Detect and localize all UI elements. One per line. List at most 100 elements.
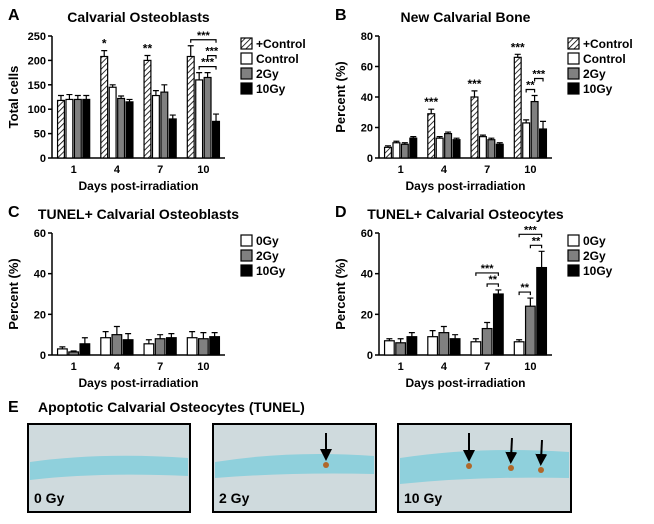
error-bar [81, 337, 88, 344]
y-tick-label: 60 [361, 62, 373, 74]
x-tick-label: 7 [484, 164, 490, 176]
bar [68, 351, 80, 356]
x-tick-label: 1 [398, 164, 404, 176]
micrograph: 10 Gy [397, 423, 572, 513]
x-tick-label: 1 [71, 164, 77, 176]
error-bar [57, 94, 64, 101]
legend-label: 10Gy [256, 264, 286, 278]
error-bar [102, 331, 109, 338]
bar [383, 146, 392, 159]
legend-swatch [567, 249, 580, 262]
bar [203, 76, 212, 159]
y-tick-label: 20 [34, 309, 46, 321]
y-tick-label: 40 [361, 92, 373, 104]
panel-e: E Apoptotic Calvarial Osteocytes (TUNEL)… [8, 399, 572, 513]
bar [444, 133, 453, 159]
bar [154, 338, 166, 356]
legend-swatch [240, 67, 253, 80]
y-tick-label: 20 [361, 123, 373, 135]
error-bar [157, 334, 164, 339]
significance: *** [424, 95, 438, 109]
x-tick-label: 7 [157, 361, 163, 373]
bar [487, 139, 496, 159]
significance: ** [532, 235, 541, 247]
legend-swatch [567, 82, 580, 95]
error-bar [527, 297, 534, 307]
x-tick-label: 10 [524, 164, 536, 176]
x-tick-label: 10 [197, 361, 209, 373]
bar [100, 55, 109, 159]
error-bar [386, 338, 393, 341]
bar [435, 137, 444, 159]
image-label: 10 Gy [404, 490, 442, 506]
sig-bracket [190, 39, 217, 43]
error-bar [168, 333, 175, 338]
legend-swatch [240, 52, 253, 65]
y-tick-label: 50 [34, 129, 46, 141]
y-tick-label: 150 [28, 80, 46, 92]
error-bar [452, 334, 459, 339]
chart-title: Calvarial Osteoblasts [67, 9, 210, 25]
sig-bracket [518, 233, 543, 238]
legend-label: +Control [583, 37, 633, 51]
panel-letter: E [8, 399, 19, 416]
error-bar [445, 131, 452, 134]
legend-swatch [240, 249, 253, 262]
legend-swatch [240, 82, 253, 95]
x-tick-label: 7 [484, 361, 490, 373]
chart-title: TUNEL+ Calvarial Osteoblasts [38, 206, 239, 222]
y-tick-label: 250 [28, 31, 46, 43]
error-bar [125, 333, 132, 340]
error-bar [514, 53, 521, 58]
legend-swatch [567, 234, 580, 247]
x-tick-label: 4 [114, 361, 121, 373]
bar [395, 342, 407, 356]
x-axis-title: Days post-irradiation [405, 179, 525, 193]
y-tick-label: 100 [28, 104, 46, 116]
error-bar [453, 137, 460, 140]
bar [427, 113, 436, 159]
bar [111, 334, 123, 356]
error-bar [109, 84, 116, 88]
error-bar [516, 339, 523, 342]
bar [539, 128, 548, 159]
legend-label: 0Gy [256, 234, 279, 248]
bar [406, 336, 418, 356]
panel-letter: D [335, 204, 347, 221]
legend-label: 10Gy [583, 82, 613, 96]
bar [143, 343, 155, 356]
significance: * [102, 37, 107, 51]
error-bar [118, 95, 125, 99]
bar [495, 143, 504, 159]
bar [470, 96, 479, 159]
y-axis-title: Percent (%) [333, 61, 348, 133]
bar [383, 340, 395, 356]
error-bar [113, 325, 120, 335]
x-tick-label: 4 [441, 361, 448, 373]
bar [56, 348, 68, 356]
panel-letter: C [8, 204, 20, 221]
legend-swatch [567, 67, 580, 80]
error-bar [472, 338, 479, 342]
bar [513, 56, 522, 159]
bar [79, 343, 91, 356]
legend-label: 2Gy [583, 249, 606, 263]
error-bar [83, 94, 90, 100]
y-tick-label: 0 [367, 350, 373, 362]
legend-swatch [240, 234, 253, 247]
bar [524, 305, 536, 356]
error-bar [169, 114, 176, 119]
error-bar [540, 120, 547, 130]
significance: ** [520, 282, 529, 294]
bar [400, 143, 409, 159]
significance: ** [143, 42, 153, 56]
y-tick-label: 200 [28, 55, 46, 67]
error-bar [484, 321, 491, 329]
x-tick-label: 1 [71, 361, 77, 373]
bar [212, 120, 221, 159]
y-tick-label: 40 [34, 269, 46, 281]
error-bar [196, 72, 203, 80]
sig-bracket [486, 283, 499, 287]
bar [536, 266, 548, 356]
x-tick-label: 1 [398, 361, 404, 373]
